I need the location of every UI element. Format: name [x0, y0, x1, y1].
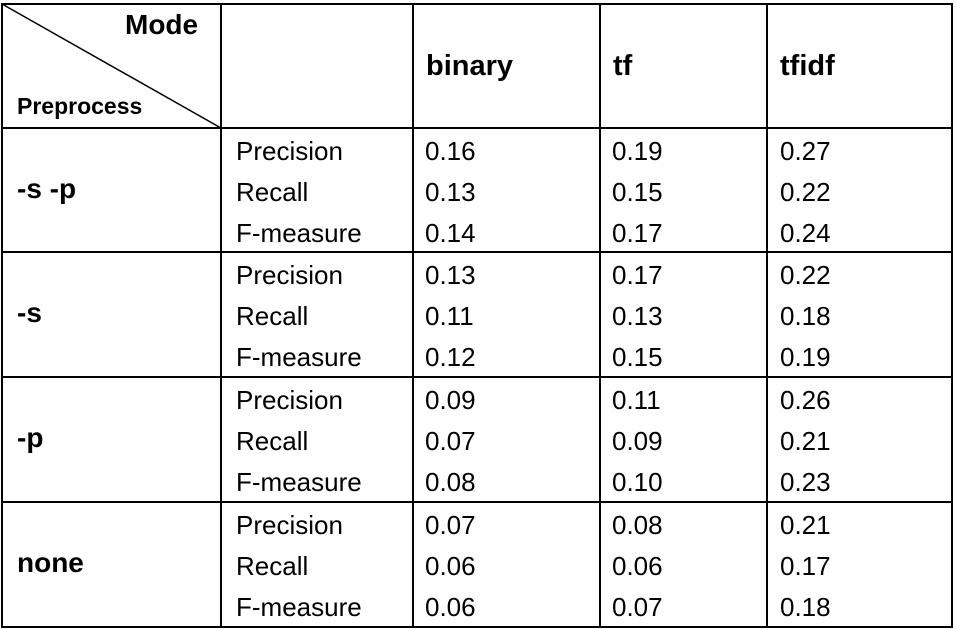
value-cell: 0.17 [612, 218, 663, 248]
corner-preprocess-label: Preprocess [17, 93, 143, 119]
value-cell: 0.06 [425, 551, 476, 581]
value-cell: 0.27 [780, 136, 831, 166]
value-cell: 0.21 [780, 426, 831, 456]
value-cell: 0.24 [780, 218, 831, 248]
value-cell: 0.17 [612, 260, 663, 290]
metric-label: Recall [236, 551, 309, 581]
value-cell: 0.06 [425, 592, 476, 622]
value-cell: 0.08 [425, 467, 476, 497]
value-cell: 0.21 [780, 510, 831, 540]
metric-label: Precision [236, 260, 343, 290]
column-header-tfidf: tfidf [780, 50, 835, 82]
group-label: none [17, 547, 84, 578]
grid-line [412, 3, 414, 628]
grid-line [1, 501, 953, 503]
grid-line [951, 3, 953, 628]
value-cell: 0.15 [612, 177, 663, 207]
value-cell: 0.12 [425, 342, 476, 372]
grid-line [220, 3, 222, 628]
value-cell: 0.17 [780, 551, 831, 581]
results-table: Mode Preprocess binary tf tfidf -s -p Pre… [1, 3, 953, 628]
metric-label: Recall [236, 426, 309, 456]
metric-label: Precision [236, 136, 343, 166]
grid-line [1, 3, 953, 5]
column-header-binary: binary [426, 50, 514, 82]
value-cell: 0.11 [612, 385, 661, 415]
value-cell: 0.13 [612, 301, 663, 331]
value-cell: 0.10 [612, 467, 663, 497]
value-cell: 0.07 [425, 426, 476, 456]
value-cell: 0.07 [612, 592, 663, 622]
value-cell: 0.08 [612, 510, 663, 540]
value-cell: 0.26 [780, 385, 831, 415]
value-cell: 0.13 [425, 260, 476, 290]
corner-mode-label: Mode [125, 9, 199, 40]
grid-line [1, 127, 953, 129]
metric-label: Recall [236, 301, 309, 331]
value-cell: 0.11 [425, 301, 474, 331]
grid-line [766, 3, 768, 628]
metric-label: F-measure [236, 218, 362, 248]
value-cell: 0.22 [780, 177, 831, 207]
grid-line [1, 3, 3, 628]
value-cell: 0.23 [780, 467, 831, 497]
value-cell: 0.18 [780, 592, 831, 622]
value-cell: 0.19 [612, 136, 663, 166]
grid-line [1, 376, 953, 378]
metric-label: Precision [236, 510, 343, 540]
value-cell: 0.09 [425, 385, 476, 415]
grid-line [1, 251, 953, 253]
group-label: -p [17, 422, 44, 453]
group-label: -s [17, 297, 42, 328]
value-cell: 0.16 [425, 136, 476, 166]
group-label: -s -p [17, 173, 77, 204]
value-cell: 0.07 [425, 510, 476, 540]
metric-label: Precision [236, 385, 343, 415]
value-cell: 0.15 [612, 342, 663, 372]
column-header-tf: tf [613, 50, 633, 82]
metric-label: F-measure [236, 467, 362, 497]
value-cell: 0.19 [780, 342, 831, 372]
value-cell: 0.13 [425, 177, 476, 207]
metric-label: F-measure [236, 342, 362, 372]
metric-label: F-measure [236, 592, 362, 622]
value-cell: 0.14 [425, 218, 476, 248]
value-cell: 0.18 [780, 301, 831, 331]
metric-label: Recall [236, 177, 309, 207]
grid-line [1, 626, 953, 628]
value-cell: 0.06 [612, 551, 663, 581]
value-cell: 0.22 [780, 260, 831, 290]
grid-line [599, 3, 601, 628]
value-cell: 0.09 [612, 426, 663, 456]
corner-diagonal-line [1, 3, 222, 129]
